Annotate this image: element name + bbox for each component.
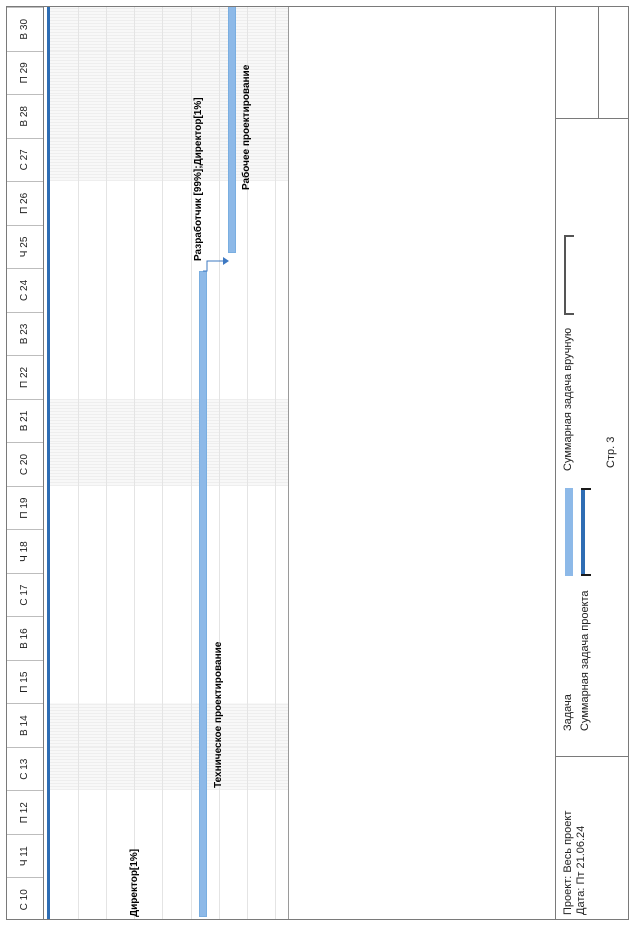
timescale-day: С 17 [7,572,43,617]
footer-divider [556,118,628,119]
gantt-print-page: С 10 Ч 11 П 12 С 13 В 14 П 15 В 16 С 17 Ч 18 П 19… [6,6,629,920]
timescale-day: Ч 25 [7,224,43,269]
timescale-day: В 28 [7,94,43,138]
dependency-link [203,257,229,272]
timescale-day: С 24 [7,268,43,312]
timescale-day: П 22 [7,355,43,399]
tech-resources-label: Разработчик [99%];Директор[1%] [193,97,204,261]
header-divider [43,7,44,919]
timescale-day: В 14 [7,703,43,747]
footer-divider [598,7,599,119]
legend-task-label: Задача [562,694,574,731]
nonworking-day-shade [50,746,288,791]
row-separator [106,7,107,919]
timescale-day: В 16 [7,616,43,660]
timescale-day: П 12 [7,790,43,834]
footer-divider [556,756,628,757]
timescale-day: В 30 [7,7,43,51]
timescale-day: П 15 [7,659,43,704]
timescale-day: Ч 18 [7,529,43,573]
director-label: Директор[1%] [129,848,140,917]
tech-design-bar[interactable] [199,271,207,917]
timescale-day: П 19 [7,485,43,530]
grid-bottom-border [288,7,289,919]
nonworking-day-shade [50,137,288,182]
row-separator [162,7,163,919]
project-date: Дата: Пт 21.06.24 [575,825,587,915]
nonworking-day-shade [50,442,288,486]
timescale-day: С 20 [7,442,43,486]
row-separator [191,7,192,919]
timescale-day: С 13 [7,746,43,791]
nonworking-day-shade [50,398,288,443]
nonworking-day-shade [50,7,288,51]
work-design-label: Рабочее проектирование [241,64,252,190]
timescale-day: С 10 [7,877,43,919]
tech-design-label: Техническое проектирование [213,641,224,788]
legend-manual-summary-swatch [562,235,574,315]
row-separator [78,7,79,919]
timescale-day: П 29 [7,50,43,95]
legend-project-summary-label: Суммарная задача проекта [579,590,591,731]
project-summary-bar[interactable] [47,7,50,919]
work-design-bar[interactable] [228,7,236,253]
project-name: Проект: Весь проект [562,810,574,915]
timescale-day: П 26 [7,181,43,225]
row-separator [275,7,276,919]
nonworking-day-shade [50,50,288,95]
timescale-day: С 27 [7,137,43,182]
timescale-day: В 21 [7,398,43,443]
legend-manual-summary-label: Суммарная задача вручную [562,327,574,471]
print-footer: Проект: Весь проект Дата: Пт 21.06.24 За… [555,7,628,919]
page-number: Стр. 3 [605,436,617,468]
row-separator [134,7,135,919]
nonworking-day-shade [50,94,288,138]
legend-task-swatch [565,488,573,576]
gantt-canvas: С 10 Ч 11 П 12 С 13 В 14 П 15 В 16 С 17 Ч 18 П 19… [7,7,628,919]
timescale-day: В 23 [7,311,43,356]
nonworking-day-shade [50,703,288,747]
legend-project-summary-swatch [579,488,591,576]
timescale-day: Ч 11 [7,833,43,878]
